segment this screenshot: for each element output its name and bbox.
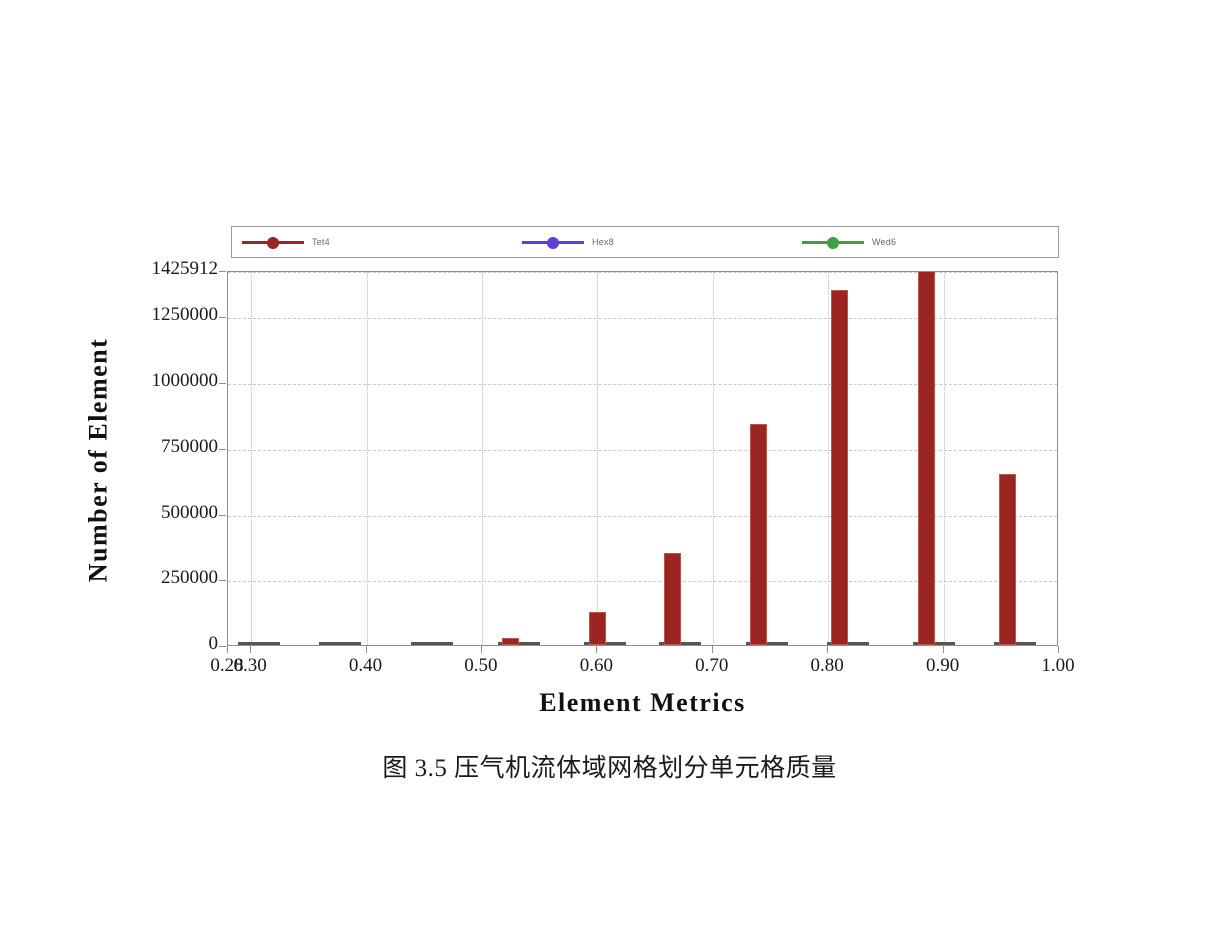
circle-marker-icon [267, 237, 279, 249]
x-tick-label: 1.00 [1041, 655, 1075, 676]
plot-area [227, 271, 1058, 646]
x-tick-label: 0.60 [579, 655, 613, 676]
y-axis-ticks: 0 250000 500000 750000 1000000 1250000 1425912 [0, 258, 226, 654]
y-tick-mark [219, 580, 226, 582]
y-tick-label: 0 [208, 633, 219, 654]
x-axis-title: Element Metrics [539, 688, 746, 717]
bar-tet4 [663, 552, 681, 645]
x-tick-mark [227, 646, 228, 653]
legend-label-hex8: Hex8 [592, 237, 614, 247]
bar-tet4 [588, 612, 606, 645]
x-tick-mark [942, 646, 944, 653]
x-axis-ticks: 0.28 0.30 0.40 0.50 0.60 0.70 0.80 0.90 1.00 [210, 646, 1075, 686]
x-tick-mark [596, 646, 598, 653]
y-tick-mark [219, 317, 226, 319]
y-tick-mark [219, 514, 226, 516]
x-tick-label: 0.30 [233, 655, 267, 676]
bar-baseline-marker [318, 642, 361, 645]
x-tick-label: 0.50 [464, 655, 498, 676]
gridline-vertical [481, 272, 483, 645]
legend-label-tet4: Tet4 [312, 237, 330, 247]
legend-label-wed6: Wed6 [872, 237, 897, 247]
y-tick-label: 750000 [161, 435, 218, 457]
legend-marker-wed6 [802, 236, 864, 249]
x-tick-mark [711, 646, 713, 653]
y-tick-label: 500000 [161, 501, 218, 523]
bar-tet4 [502, 638, 520, 645]
figure-caption: 图 3.5 压气机流体域网格划分单元格质量 [382, 755, 837, 782]
gridline-horizontal [228, 449, 1057, 451]
gridline-vertical [251, 272, 253, 645]
legend-entry-tet4: Tet4 [242, 227, 330, 257]
y-tick-mark [219, 383, 226, 384]
bar-tet4 [831, 289, 849, 645]
gridline-horizontal [228, 318, 1057, 320]
y-tick-label: 1250000 [151, 304, 219, 326]
x-tick-mark [365, 646, 367, 653]
y-tick-mark [219, 448, 226, 450]
chart-legend: Tet4 Hex8 Wed6 [231, 226, 1059, 258]
legend-entry-hex8: Hex8 [522, 227, 614, 257]
gridline-vertical [597, 272, 599, 645]
x-tick-label: 0.40 [348, 655, 383, 676]
gridline-horizontal [228, 581, 1057, 583]
legend-marker-tet4 [242, 236, 304, 249]
x-tick-label: 0.28 [210, 655, 244, 676]
y-tick-mark [219, 646, 226, 647]
x-tick-label: 0.90 [925, 655, 960, 676]
bar-baseline-marker [411, 642, 454, 645]
gridline-vertical [366, 272, 368, 645]
circle-marker-icon [547, 237, 559, 249]
legend-marker-hex8 [522, 236, 584, 249]
bar-tet4 [917, 272, 935, 645]
gridline-vertical [712, 272, 714, 645]
x-tick-mark [827, 646, 829, 653]
y-tick-mark [219, 271, 226, 272]
gridline-vertical [943, 272, 945, 645]
gridline-horizontal [228, 515, 1057, 517]
x-tick-label: 0.80 [810, 655, 844, 676]
x-tick-mark [1058, 646, 1059, 653]
x-tick-mark [250, 646, 252, 653]
gridline-horizontal [228, 272, 1057, 273]
bar-baseline-marker [238, 642, 281, 645]
circle-marker-icon [827, 237, 839, 249]
x-tick-mark [480, 646, 482, 653]
x-tick-label: 0.70 [695, 655, 729, 676]
bar-tet4 [998, 474, 1016, 645]
y-tick-label: 250000 [161, 567, 218, 589]
legend-entry-wed6: Wed6 [802, 227, 896, 257]
gridline-vertical [828, 272, 830, 645]
gridline-horizontal [228, 384, 1057, 385]
bar-tet4 [750, 424, 768, 645]
y-tick-label: 1000000 [151, 370, 219, 391]
y-tick-label: 1425912 [151, 258, 219, 279]
